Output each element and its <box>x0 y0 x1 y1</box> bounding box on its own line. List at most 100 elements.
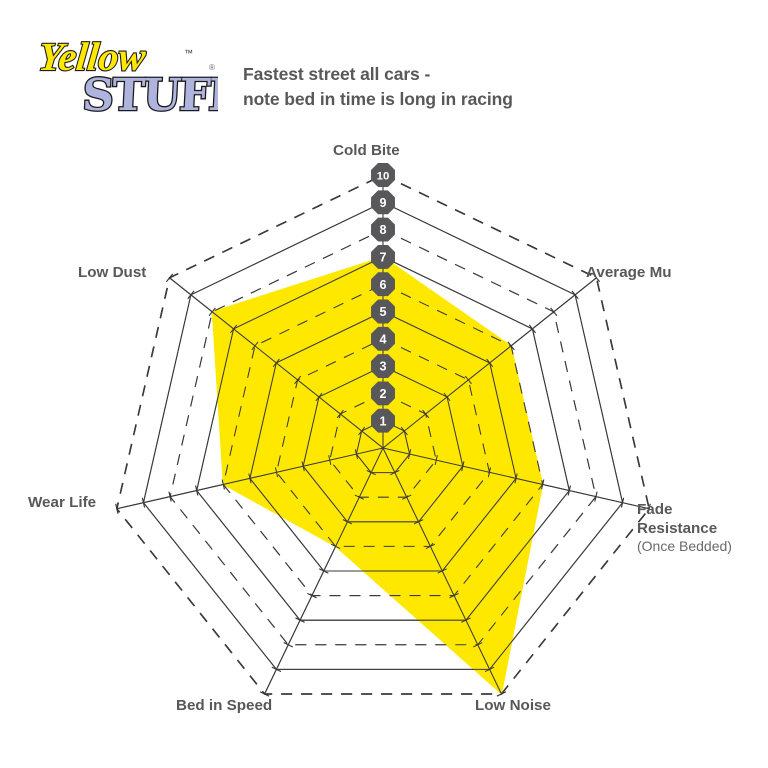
radar-tick-hatch <box>592 273 600 283</box>
scale-badge-shape <box>371 408 395 433</box>
radar-tick-hatch <box>328 455 332 466</box>
scale-badge-5: 5 <box>371 299 395 324</box>
radar-tick-hatch <box>354 449 358 460</box>
radar-tick-hatch <box>443 392 451 402</box>
radar-tick-hatch <box>301 461 305 472</box>
axis-label-cold-bite: Cold Bite <box>333 142 400 159</box>
radar-tick-hatch <box>272 358 280 368</box>
radar-tick-hatch <box>550 307 558 317</box>
radar-tick-hatch <box>408 449 412 460</box>
radar-tick-hatch <box>295 617 305 623</box>
scale-badge-shape <box>371 381 395 406</box>
radar-tick-hatch <box>473 642 483 648</box>
scale-badge-shape <box>371 326 395 351</box>
radar-tick-hatch <box>251 341 259 351</box>
radar-tick-hatch <box>358 426 366 436</box>
scale-badge-shape <box>371 354 395 379</box>
scale-badge-3: 3 <box>371 354 395 379</box>
radar-ring-1 <box>355 420 411 474</box>
radar-tick-hatch <box>115 503 119 514</box>
radar-tick-hatch <box>336 409 344 419</box>
radar-tick-hatch <box>195 485 199 496</box>
radar-tick-hatch <box>400 426 408 436</box>
scale-badge-label: 3 <box>379 360 386 374</box>
radar-tick-hatch <box>390 469 400 476</box>
axis-label-average-mu: Average Mu <box>586 264 672 281</box>
radar-ring-2 <box>329 392 437 498</box>
radar-tick-hatch <box>484 666 495 672</box>
trademark-symbol: ™ <box>184 48 193 58</box>
radar-tick-hatch <box>567 485 571 496</box>
radar-tick-hatch <box>594 491 598 502</box>
logo-svg: Yellow ™ STUFF ® <box>35 33 242 123</box>
radar-tick-hatch <box>528 324 536 334</box>
radar-tick-hatch <box>307 592 317 599</box>
scale-badge-6: 6 <box>371 272 395 297</box>
logo-yellow-text: Yellow <box>38 34 148 79</box>
logo-stuff-word: STUFF <box>80 69 242 123</box>
scale-badge-8: 8 <box>371 217 395 242</box>
axis-label-bed-in-speed: Bed in Speed <box>176 697 273 714</box>
logo-stuff-text: STUFF <box>81 70 218 118</box>
radar-ring-4 <box>275 338 491 547</box>
radar-tick-hatch <box>422 409 430 419</box>
radar-tick-hatch <box>487 467 492 478</box>
scale-badge-label: 10 <box>377 171 390 183</box>
axis-label-low-dust: Low Dust <box>78 264 147 281</box>
radar-tick-hatch <box>274 467 279 478</box>
radar-tick-hatch <box>413 519 424 525</box>
scale-badge-shape <box>371 163 395 187</box>
scale-badge-4: 4 <box>371 326 395 351</box>
radar-tick-hatch <box>259 691 270 697</box>
radar-ring-6 <box>222 283 544 597</box>
radar-tick-hatch <box>514 473 518 484</box>
radar-tick-hatch <box>221 479 225 490</box>
radar-ring-9 <box>142 201 624 670</box>
scale-badge-10: 10 <box>371 163 395 187</box>
scale-badge-label: 2 <box>379 387 386 401</box>
scale-badge-label: 5 <box>379 305 386 319</box>
scale-badge-label: 7 <box>379 251 386 265</box>
radar-tick-hatch <box>449 592 459 599</box>
radar-tick-hatch <box>461 617 471 623</box>
radar-scale-badges: 1 2 3 4 5 6 7 8 9 10 <box>371 163 395 433</box>
radar-tick-hatch <box>437 568 447 574</box>
scale-badge-shape <box>371 217 395 242</box>
radar-tick-hatch <box>507 341 515 351</box>
radar-tick-hatch <box>168 491 172 502</box>
axis-label-fade-line2: Resistance <box>637 520 718 538</box>
scale-badge-label: 4 <box>379 332 386 346</box>
scale-badge-shape <box>371 244 395 269</box>
radar-tick-hatch <box>496 691 507 697</box>
scale-badge-label: 9 <box>379 196 386 210</box>
radar-tick-hatch <box>294 375 302 385</box>
chart-title-line2: note bed in time is long in racing <box>243 88 513 109</box>
axis-label-low-noise: Low Noise <box>475 697 551 714</box>
chart-title-line1: Fastest street all cars - <box>243 64 431 84</box>
scale-badge-9: 9 <box>371 190 395 215</box>
chart-title: Fastest street all cars - note bed in ti… <box>243 62 573 112</box>
radar-tick-hatch <box>401 494 412 500</box>
radar-tick-hatch <box>319 568 329 574</box>
radar-tick-hatch <box>166 273 174 283</box>
radar-ring-5 <box>249 310 517 572</box>
scale-badge-shape <box>371 299 395 324</box>
radar-tick-hatch <box>461 461 465 472</box>
axis-label-fade-line1: Fade <box>637 501 673 518</box>
radar-tick-hatch <box>230 324 238 334</box>
axis-label-fade-resistance: Fade Resistance (Once Bedded) <box>637 500 732 556</box>
radar-tick-hatch <box>330 543 341 550</box>
scale-badge-2: 2 <box>371 381 395 406</box>
radar-grid-overlay <box>115 174 651 697</box>
radar-tick-hatch <box>620 497 625 508</box>
radar-ring-7 <box>196 256 570 621</box>
radar-tick-hatch <box>425 543 436 550</box>
radar-tick-hatch <box>342 519 353 525</box>
axis-label-fade-sublabel: (Once Bedded) <box>637 538 732 555</box>
radar-tick-hatch <box>271 666 282 672</box>
radar-tick-hatch <box>315 392 323 402</box>
scale-badge-7: 7 <box>371 244 395 269</box>
radar-tick-hatch <box>647 503 651 514</box>
